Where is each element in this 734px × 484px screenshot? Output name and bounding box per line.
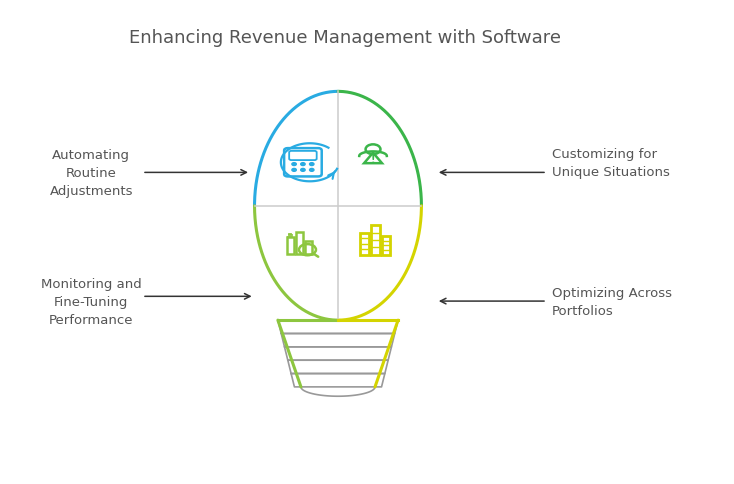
Circle shape: [310, 169, 314, 172]
Circle shape: [310, 163, 314, 166]
Circle shape: [301, 169, 305, 172]
Circle shape: [292, 169, 297, 172]
Text: Monitoring and
Fine-Tuning
Performance: Monitoring and Fine-Tuning Performance: [41, 277, 142, 326]
Circle shape: [292, 163, 297, 166]
Text: Customizing for
Unique Situations: Customizing for Unique Situations: [552, 148, 670, 179]
Text: Automating
Routine
Adjustments: Automating Routine Adjustments: [49, 149, 133, 197]
Text: Optimizing Across
Portfolios: Optimizing Across Portfolios: [552, 286, 672, 317]
Text: Enhancing Revenue Management with Software: Enhancing Revenue Management with Softwa…: [129, 29, 562, 46]
Bar: [296, 232, 302, 254]
Bar: [305, 241, 312, 254]
Bar: [287, 237, 294, 254]
Text: !: !: [371, 155, 375, 165]
Circle shape: [301, 163, 305, 166]
